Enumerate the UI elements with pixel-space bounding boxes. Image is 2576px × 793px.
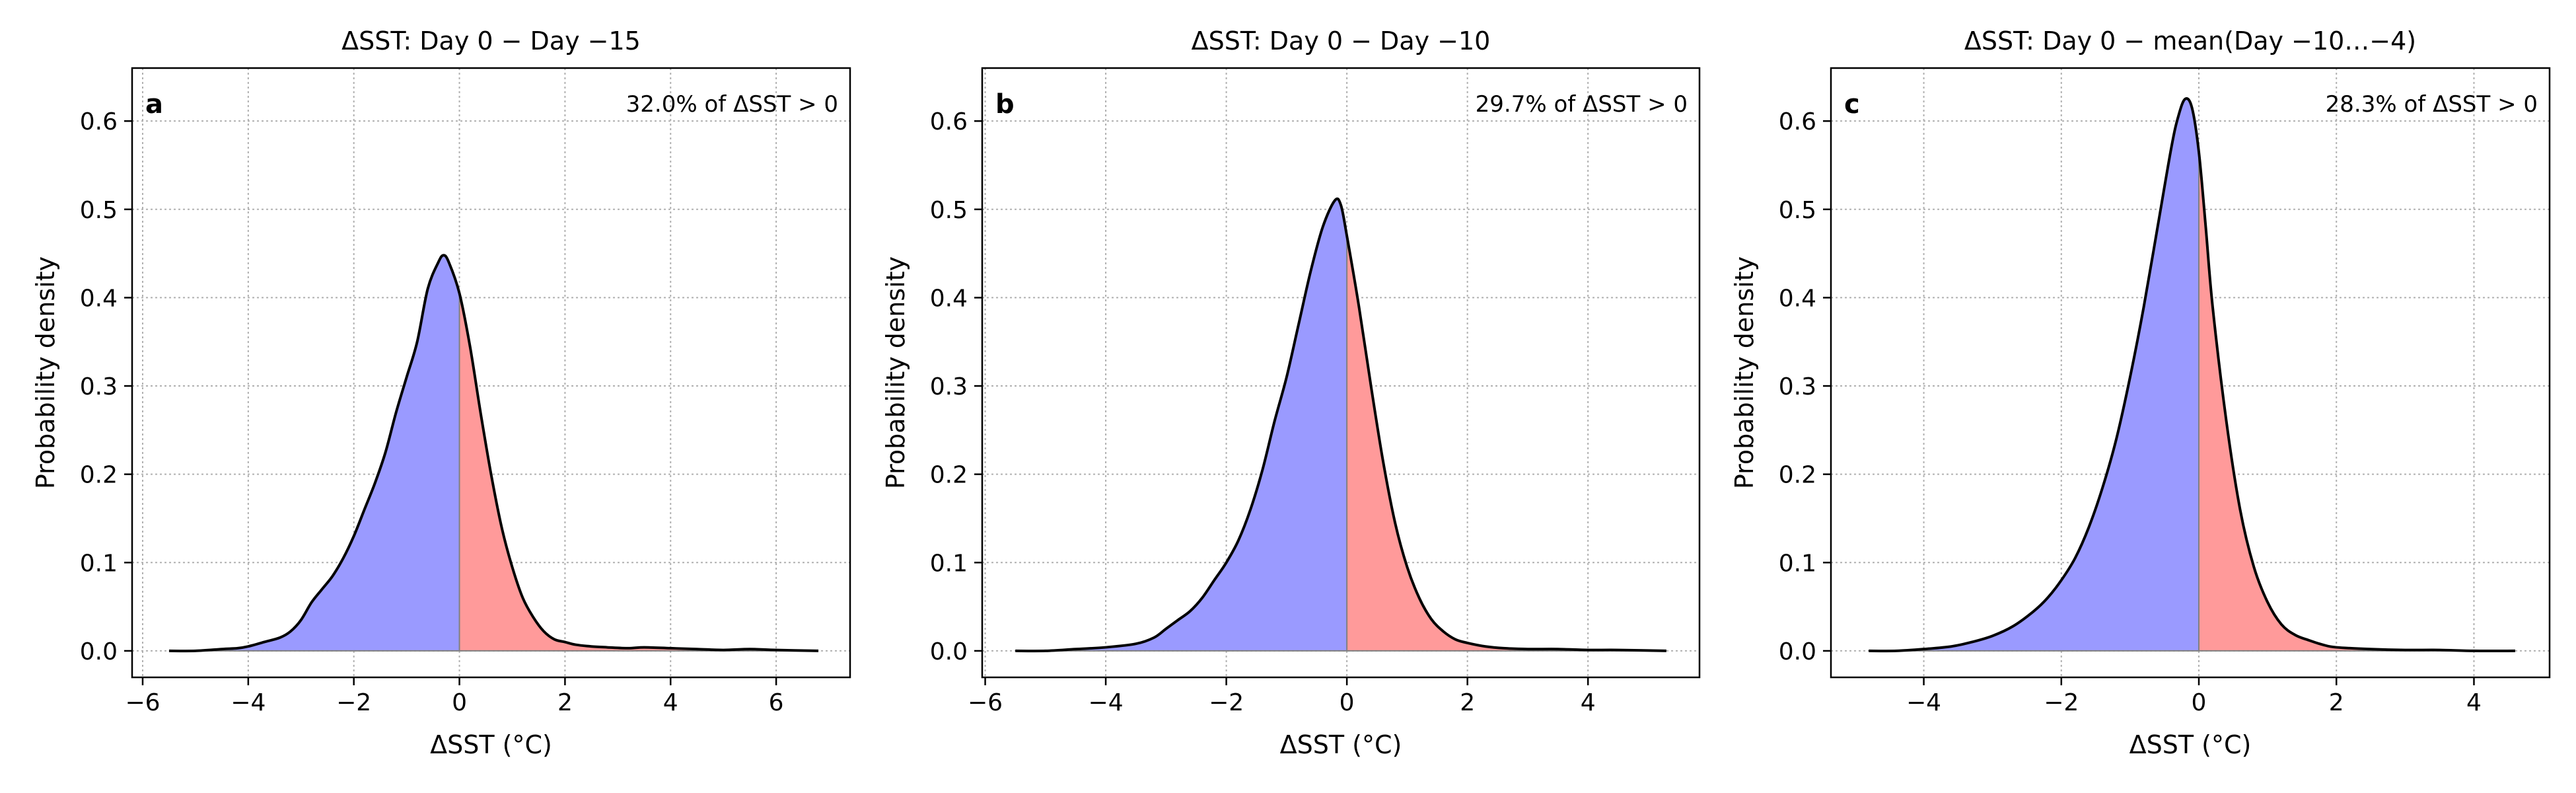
x-axis-label: ΔSST (°C) bbox=[2129, 730, 2252, 759]
y-axis-label: Probability density bbox=[881, 256, 910, 489]
y-tick-label: 0.3 bbox=[930, 373, 968, 400]
positive-area bbox=[459, 293, 819, 651]
panel-label: a bbox=[145, 89, 163, 120]
panel-label: c bbox=[1844, 89, 1860, 120]
y-tick-label: 0.4 bbox=[80, 285, 118, 312]
x-tick-label: −4 bbox=[231, 689, 266, 716]
x-tick-label: 0 bbox=[2192, 689, 2207, 716]
x-tick-label: 4 bbox=[663, 689, 678, 716]
x-tick-label: 6 bbox=[769, 689, 784, 716]
x-tick-label: −2 bbox=[1209, 689, 1244, 716]
positive-fraction-annotation: 28.3% of ΔSST > 0 bbox=[2326, 91, 2538, 118]
positive-area bbox=[2199, 151, 2515, 652]
x-tick-label: 0 bbox=[452, 689, 467, 716]
y-tick-label: 0.3 bbox=[1779, 373, 1816, 400]
y-tick-label: 0.5 bbox=[1779, 197, 1816, 224]
y-tick-label: 0.6 bbox=[80, 108, 118, 135]
y-tick-label: 0.1 bbox=[930, 550, 968, 577]
positive-fraction-annotation: 32.0% of ΔSST > 0 bbox=[626, 91, 838, 118]
density-curve bbox=[168, 254, 819, 653]
negative-area bbox=[1015, 198, 1347, 652]
negative-area bbox=[1869, 98, 2200, 652]
x-tick-label: −4 bbox=[1089, 689, 1124, 716]
positive-fraction-annotation: 29.7% of ΔSST > 0 bbox=[1476, 91, 1688, 118]
panel-label: b bbox=[995, 89, 1015, 120]
y-tick-label: 0.3 bbox=[80, 373, 118, 400]
y-tick-label: 0.4 bbox=[1779, 285, 1816, 312]
negative-area bbox=[168, 255, 460, 652]
y-tick-label: 0.6 bbox=[930, 108, 968, 135]
x-tick-label: −6 bbox=[968, 689, 1003, 716]
y-tick-label: 0.6 bbox=[1779, 108, 1816, 135]
density-curve bbox=[1015, 197, 1666, 653]
x-tick-label: 2 bbox=[557, 689, 573, 716]
y-tick-label: 0.1 bbox=[1779, 550, 1816, 577]
x-tick-label: −6 bbox=[125, 689, 160, 716]
panel-b: −6 −4 −2 0 2 4 0.0 0.1 0.2 0.3 0.4 0.5 0.6 ΔSST: Day … bbox=[881, 26, 1701, 759]
y-tick-label: 0.5 bbox=[80, 197, 118, 224]
axes-frame bbox=[981, 67, 1701, 679]
panel-c: −4 −2 0 2 4 0.0 0.1 0.2 0.3 0.4 0.5 0.6 ΔSST: Day 0 … bbox=[1730, 26, 2551, 759]
y-tick-label: 0.4 bbox=[930, 285, 968, 312]
x-tick-label: 2 bbox=[2329, 689, 2344, 716]
y-axis-label: Probability density bbox=[1730, 256, 1759, 489]
y-tick-label: 0.2 bbox=[930, 462, 968, 489]
chart-title: ΔSST: Day 0 − Day −10 bbox=[1192, 26, 1491, 56]
x-tick-label: −4 bbox=[1906, 689, 1941, 716]
chart-title: ΔSST: Day 0 − mean(Day −10…−4) bbox=[1964, 26, 2416, 56]
x-tick-label: 4 bbox=[2466, 689, 2482, 716]
chart-title: ΔSST: Day 0 − Day −15 bbox=[341, 26, 641, 56]
x-tick-label: 4 bbox=[1581, 689, 1596, 716]
y-tick-label: 0.0 bbox=[930, 638, 968, 665]
x-tick-label: 2 bbox=[1460, 689, 1475, 716]
y-tick-label: 0.2 bbox=[1779, 462, 1816, 489]
x-axis-label: ΔSST (°C) bbox=[430, 730, 552, 759]
x-tick-label: −2 bbox=[2044, 689, 2079, 716]
axes-frame bbox=[131, 67, 851, 679]
density-curve bbox=[1869, 97, 2515, 653]
y-tick-label: 0.5 bbox=[930, 197, 968, 224]
y-tick-label: 0.1 bbox=[80, 550, 118, 577]
y-tick-label: 0.0 bbox=[80, 638, 118, 665]
x-tick-label: 0 bbox=[1340, 689, 1355, 716]
x-tick-label: −2 bbox=[336, 689, 371, 716]
x-axis-label: ΔSST (°C) bbox=[1280, 730, 1402, 759]
panels: −6 −4 −2 0 2 4 6 0.0 0.1 0.2 0.3 0.4 0.5 0.6 ΔSST: Day… bbox=[31, 26, 2551, 759]
y-tick-label: 0.0 bbox=[1779, 638, 1816, 665]
panel-a: −6 −4 −2 0 2 4 6 0.0 0.1 0.2 0.3 0.4 0.5 0.6 ΔSST: Day… bbox=[31, 26, 851, 759]
positive-area bbox=[1347, 235, 1666, 651]
y-axis-label: Probability density bbox=[31, 256, 60, 489]
y-tick-label: 0.2 bbox=[80, 462, 118, 489]
axes-frame bbox=[1830, 67, 2551, 679]
